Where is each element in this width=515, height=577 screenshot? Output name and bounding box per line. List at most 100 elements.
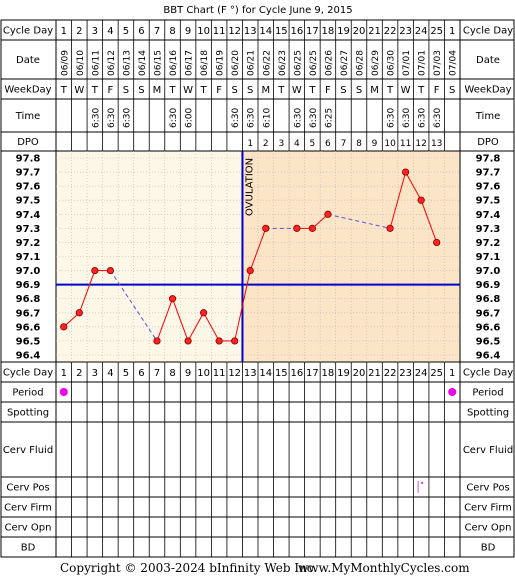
y-tick-label-right: 96.4 [476,351,501,362]
cycle-day-cell-bottom: 23 [399,368,412,379]
time-cell: 6:30 [107,108,117,128]
cycle-day-cell-bottom: 8 [169,368,175,379]
cycle-day-cell: 24 [415,26,428,37]
dpo-cell: 8 [356,139,362,149]
cycle-day-cell: 13 [244,26,257,37]
time-cell: 6:30 [309,108,319,128]
y-tick-label-right: 97.5 [476,196,501,207]
cycle-day-cell: 9 [185,26,191,37]
temp-point-day-17 [308,224,316,232]
cycle-day-cell-bottom: 18 [322,368,335,379]
weekday-cell: T [308,85,316,96]
cycle-day-cell-bottom: 4 [107,368,113,379]
weekday-cell: T [91,85,99,96]
y-tick-label-left: 97.1 [16,252,41,263]
cycle-day-cell-bottom: 22 [384,368,397,379]
row-label-left-bd: BD [21,543,36,554]
cycle-day-cell: 11 [213,26,226,37]
temp-segment [187,312,205,342]
cycle-day-cell-bottom: 3 [92,368,98,379]
temp-point-day-4 [106,266,114,275]
weekday-cell: S [340,85,346,96]
y-tick-label-left: 96.8 [16,294,41,305]
temp-point-day-23 [402,168,410,176]
time-cell: 6:30 [433,108,443,128]
date-cell: 07/01 [418,50,428,76]
date-cell: 06/27 [340,50,350,76]
date-cell: 06/15 [154,50,164,76]
temp-gap-segment [327,213,391,229]
cycle-day-cell-bottom: 7 [154,368,160,379]
temp-point-day-7 [153,337,161,345]
cycle-day-cell: 1 [61,26,67,37]
row-label-right-spotting: Spotting [467,408,509,419]
cycle-day-cell: 8 [169,26,175,37]
temp-point-day-9 [184,337,192,345]
weekday-cell: S [138,85,144,96]
date-cell: 06/29 [371,50,381,76]
row-label-right-time: Time [475,111,500,122]
cycle-day-cell-bottom: 5 [123,368,129,379]
grid [0,19,515,558]
cycle-day-cell-bottom: 24 [415,368,428,379]
weekday-cell: F [108,85,114,96]
temp-point-day-13 [246,266,254,275]
date-cell: 07/01 [402,50,412,76]
dpo-cell: 2 [263,139,269,149]
time-cell: 6:30 [387,108,397,128]
date-cell: 06/22 [262,50,272,76]
row-label-left-cerv_pos: Cerv Pos [6,483,49,494]
y-tick-label-right: 97.1 [476,252,501,263]
weekday-cell: S [449,85,455,96]
temp-point-day-24 [417,196,425,204]
row-label-left-cerv_opn: Cerv Opn [5,523,52,534]
dpo-cell: 6 [325,139,331,149]
temp-point-day-2 [75,309,83,317]
y-tick-label-left: 97.7 [16,168,41,179]
y-tick-label-left: 96.6 [16,322,41,333]
cycle-day-cell-bottom: 15 [275,368,288,379]
weekday-cell: T [60,85,68,96]
time-cell: 6:30 [122,108,132,128]
cycle-day-cell: 18 [322,26,335,37]
date-cell: 06/25 [309,50,319,76]
weekday-cell: W [74,85,84,96]
date-cell: 06/11 [91,50,101,76]
temp-point-day-10 [200,309,208,317]
date-cell: 06/26 [324,50,334,76]
row-label-right-cycle_day2: Cycle Day [463,368,513,379]
y-tick-label-right: 97.3 [476,224,501,235]
row-label-left-weekday: WeekDay [4,85,51,96]
date-cell: 07/03 [433,50,443,76]
time-cell: 6:30 [402,108,412,128]
row-label-left-dpo: DPO [17,137,39,148]
weekday-cell: F [216,85,222,96]
weekday-cell: T [277,85,285,96]
row-label-left-date: Date [16,55,40,66]
y-tick-label-right: 96.7 [476,308,501,319]
temp-segment [156,298,174,342]
weekday-cell: W [401,85,411,96]
row-label-left-cycle_day: Cycle Day [3,26,53,37]
temp-point-day-11 [215,337,223,345]
weekday-cell: T [200,85,208,96]
time-cell: 6:30 [293,108,303,128]
temp-segment [420,200,438,243]
cycle-day-cell-bottom: 1 [449,368,455,379]
time-cell: 6:30 [418,108,428,128]
cycle-day-cell-bottom: 16 [290,368,303,379]
y-tick-label-left: 97.6 [16,182,41,193]
y-tick-label-left: 96.4 [16,351,41,362]
temp-segment [203,312,220,342]
weekday-cell: F [434,85,440,96]
date-cell: 06/17 [185,50,195,76]
temp-point-day-14 [262,224,270,232]
y-tick-label-left: 97.3 [16,224,41,235]
date-cell: 06/19 [216,50,226,76]
weekday-cell: M [153,85,162,96]
weekday-cell: S [247,85,253,96]
cycle-day-cell-bottom: 20 [353,368,366,379]
dpo-cell: 11 [400,139,411,149]
weekday-cell: T [417,85,425,96]
